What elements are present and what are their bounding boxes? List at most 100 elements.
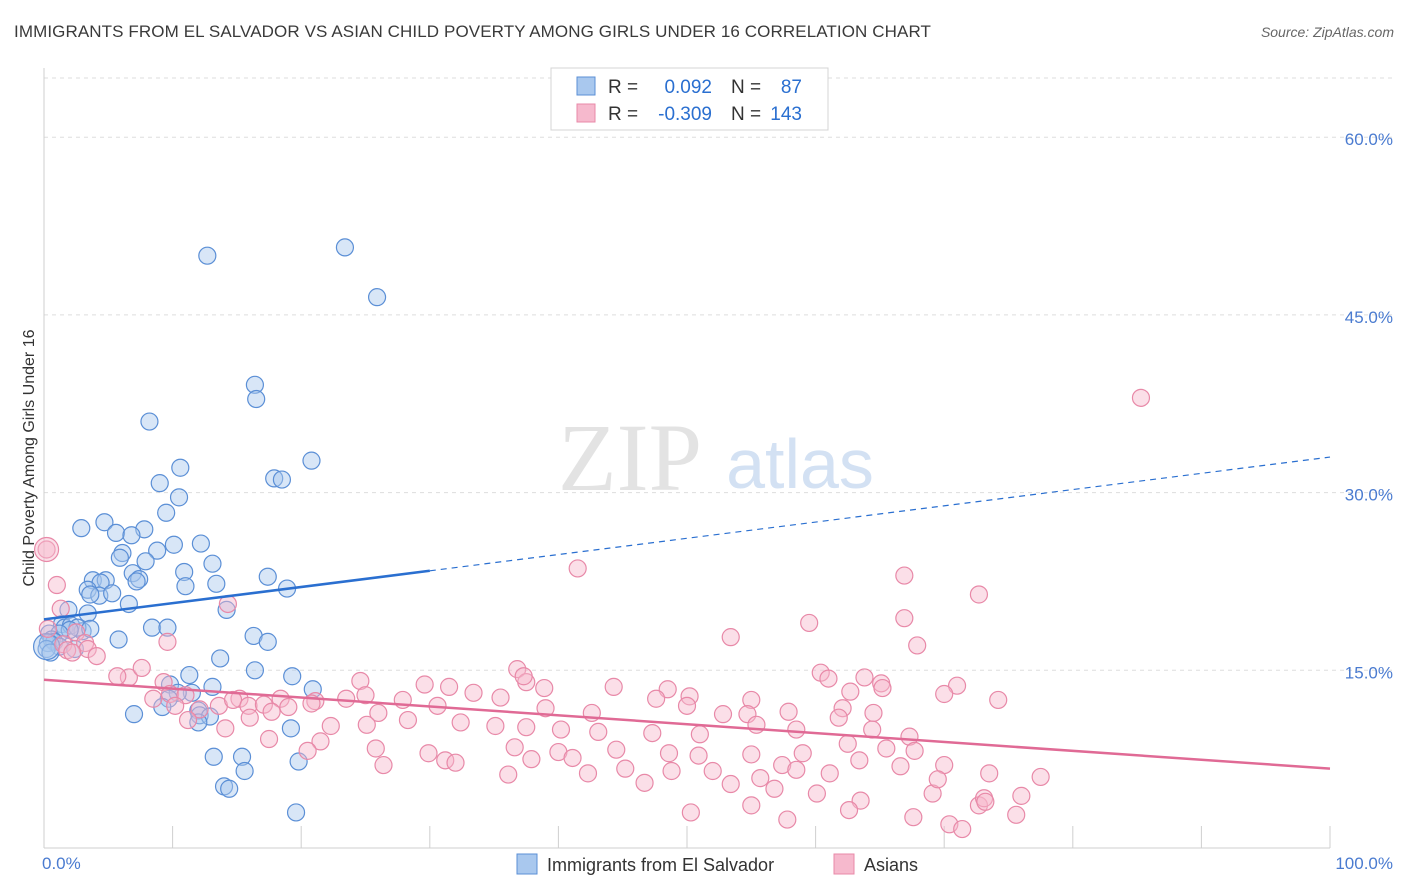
point-el-salvador [81, 619, 100, 638]
point-asians [223, 690, 243, 710]
point-asians [262, 702, 281, 721]
point-asians [240, 708, 259, 727]
point-asians [1007, 805, 1026, 824]
y-tick-label: 30.0% [1345, 486, 1393, 505]
point-asians [51, 599, 70, 618]
point-asians [819, 669, 838, 688]
point-el-salvador [148, 541, 167, 560]
point-asians [604, 677, 623, 696]
point-asians [829, 708, 848, 727]
point-asians [337, 689, 356, 708]
point-el-salvador [106, 523, 126, 542]
stats-legend-box [550, 67, 829, 131]
point-asians [855, 668, 874, 687]
point-asians [742, 690, 761, 710]
point-asians [703, 761, 722, 781]
point-el-salvador [169, 488, 189, 507]
point-asians [508, 660, 527, 679]
point-asians [1031, 767, 1050, 787]
point-asians [953, 819, 972, 839]
watermark: ZIP atlas [558, 404, 874, 511]
point-asians [928, 770, 947, 789]
point-el-salvador [171, 458, 190, 477]
point-asians [787, 760, 806, 779]
point-asians [850, 751, 869, 770]
point-asians [419, 744, 438, 763]
point-asians [517, 718, 536, 737]
bottom-legend-label-pink: Asians [864, 855, 918, 875]
point-asians [551, 720, 571, 739]
point-el-salvador [335, 238, 355, 257]
stats-legend: R = 0.092 N = 87 R = -0.309 N = 143 [550, 67, 829, 131]
point-el-salvador [247, 389, 266, 409]
point-asians [800, 613, 819, 633]
point-asians [464, 683, 483, 702]
point-el-salvador [235, 761, 254, 781]
legend-r-value-2: -0.309 [658, 104, 712, 125]
point-el-salvador [302, 451, 321, 470]
point-asians [773, 755, 792, 775]
series-legend: Immigrants from El Salvador Asians [516, 853, 918, 875]
axes [43, 68, 1331, 849]
point-el-salvador [158, 618, 177, 637]
point-asians [178, 710, 198, 730]
point-asians [446, 753, 465, 772]
legend-swatch-blue [576, 76, 596, 96]
point-asians [33, 536, 60, 563]
point-el-salvador [265, 469, 284, 488]
point-asians [356, 686, 375, 705]
point-asians [505, 738, 524, 757]
point-asians [820, 764, 839, 783]
point-asians [166, 696, 185, 715]
point-asians [721, 774, 740, 794]
point-el-salvador [81, 585, 100, 604]
point-el-salvador [113, 543, 132, 563]
point-asians [535, 678, 554, 698]
trend-line-el-salvador-extension [429, 456, 1331, 572]
point-asians [895, 609, 914, 628]
bottom-legend-label-blue: Immigrants from El Salvador [547, 855, 774, 875]
point-asians [838, 734, 857, 753]
point-el-salvador [281, 719, 301, 738]
legend-n-label-2: N = [731, 104, 761, 125]
legend-r-label-2: R = [608, 104, 638, 125]
point-asians [279, 697, 298, 717]
point-asians [689, 746, 708, 765]
y-tick-label: 15.0% [1345, 663, 1393, 682]
point-asians [154, 673, 173, 692]
point-el-salvador [211, 649, 230, 668]
legend-n-label-1: N = [731, 77, 761, 98]
point-asians [833, 699, 852, 718]
point-asians [1012, 786, 1031, 805]
point-asians [681, 803, 700, 822]
point-el-salvador [198, 246, 217, 265]
point-asians [499, 765, 518, 784]
point-asians [616, 759, 635, 778]
point-el-salvador [232, 747, 252, 766]
bottom-legend-swatch-pink [833, 853, 855, 875]
point-asians [864, 703, 883, 723]
point-asians [980, 764, 999, 783]
point-el-salvador [175, 562, 194, 582]
watermark-zip: ZIP [558, 404, 702, 511]
point-el-salvador [286, 803, 306, 822]
point-asians [891, 757, 910, 776]
point-el-salvador [140, 412, 159, 431]
point-asians [369, 703, 388, 723]
point-asians [904, 808, 923, 827]
point-el-salvador [207, 574, 226, 593]
source-label: Source: ZipAtlas.com [1260, 24, 1394, 40]
point-el-salvador [176, 577, 195, 596]
point-asians [563, 748, 582, 768]
point-el-salvador [245, 375, 265, 394]
point-asians [787, 720, 806, 739]
point-el-salvador [122, 526, 141, 545]
point-asians [486, 716, 505, 736]
point-asians [158, 632, 177, 651]
point-el-salvador [245, 661, 265, 680]
point-el-salvador [142, 618, 162, 637]
point-el-salvador [367, 288, 387, 307]
point-el-salvador [95, 513, 114, 532]
point-asians [677, 696, 697, 715]
point-asians [935, 684, 954, 704]
